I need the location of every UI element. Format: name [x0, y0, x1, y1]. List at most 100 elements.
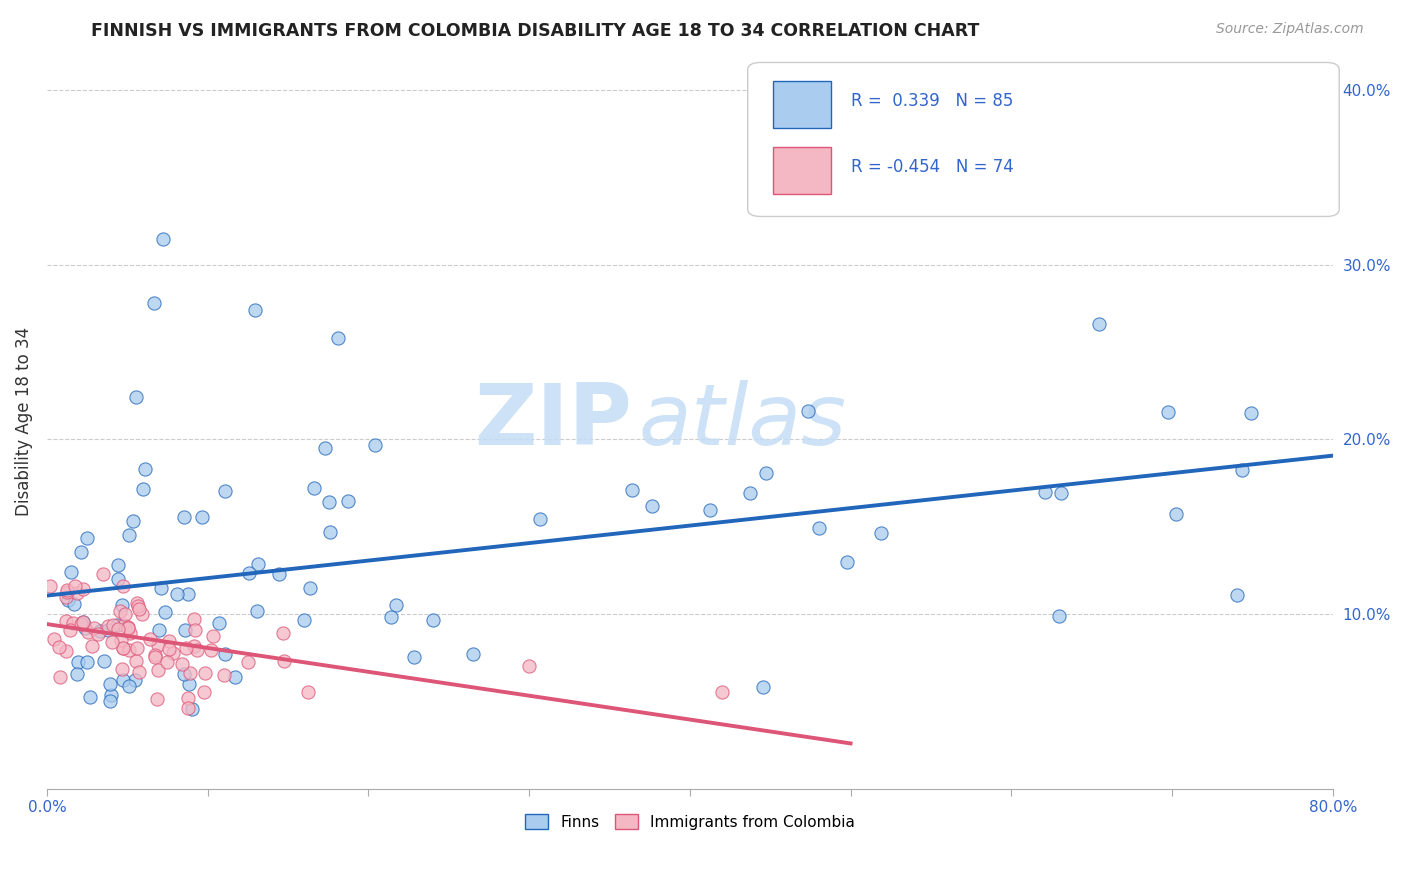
Point [314, 441, 336, 455]
Point [243, 303, 266, 318]
Point [73, 622, 96, 636]
Point [304, 481, 326, 495]
Point [176, 691, 198, 706]
Point [148, 638, 170, 652]
Point [191, 509, 214, 524]
Point [177, 587, 200, 601]
Point [110, 632, 132, 647]
Point [120, 625, 142, 640]
Point [177, 700, 200, 714]
Text: atlas: atlas [638, 380, 846, 463]
Point [70, 544, 93, 558]
Point [152, 232, 174, 246]
Point [39, 579, 62, 593]
Point [1047, 609, 1070, 624]
Point [118, 528, 141, 542]
Point [620, 483, 643, 497]
Point [77, 625, 100, 640]
Point [246, 604, 269, 618]
Text: Source: ZipAtlas.com: Source: ZipAtlas.com [1216, 22, 1364, 37]
Point [111, 641, 134, 656]
Point [76, 655, 98, 669]
Point [173, 666, 195, 681]
Point [112, 617, 135, 632]
Point [66, 667, 89, 681]
Point [59, 623, 82, 637]
Text: R = -0.454   N = 74: R = -0.454 N = 74 [851, 159, 1014, 177]
Point [117, 621, 139, 635]
FancyBboxPatch shape [748, 62, 1339, 217]
Point [183, 639, 205, 653]
Point [238, 566, 260, 580]
Point [76, 531, 98, 545]
Point [69, 617, 91, 632]
Point [184, 623, 207, 637]
Point [117, 620, 139, 634]
Point [98, 694, 121, 708]
Point [48, 640, 70, 654]
Point [79, 690, 101, 704]
Point [49, 670, 72, 684]
Point [127, 599, 149, 614]
Point [326, 331, 349, 345]
Point [1240, 406, 1263, 420]
Point [83, 621, 105, 635]
Point [193, 684, 215, 698]
Point [132, 482, 155, 496]
Point [1087, 317, 1109, 331]
Point [80, 639, 103, 653]
Point [145, 692, 167, 706]
Point [807, 521, 830, 535]
Point [273, 654, 295, 668]
Point [181, 702, 204, 716]
Point [752, 680, 775, 694]
Point [200, 643, 222, 657]
Point [108, 605, 131, 619]
Point [62, 615, 84, 630]
Point [148, 624, 170, 638]
Point [125, 654, 148, 668]
Text: R =  0.339   N = 85: R = 0.339 N = 85 [851, 93, 1012, 111]
Point [224, 669, 246, 683]
Point [111, 662, 134, 676]
Point [174, 640, 197, 655]
Point [183, 612, 205, 626]
Point [97, 618, 120, 632]
Point [107, 622, 129, 636]
Point [72, 615, 94, 630]
Point [146, 663, 169, 677]
Point [201, 629, 224, 643]
Point [214, 483, 236, 498]
Point [162, 646, 184, 660]
Point [157, 642, 180, 657]
Point [143, 295, 166, 310]
Point [66, 586, 89, 600]
Point [97, 623, 120, 637]
Point [641, 499, 664, 513]
Point [179, 676, 201, 690]
Point [112, 673, 135, 687]
Point [186, 643, 208, 657]
Point [166, 587, 188, 601]
Point [156, 655, 179, 669]
Point [212, 668, 235, 682]
Point [55, 590, 77, 604]
Point [422, 614, 444, 628]
Point [107, 558, 129, 572]
Point [318, 495, 340, 509]
Point [699, 502, 721, 516]
Point [835, 555, 858, 569]
Point [125, 640, 148, 655]
Point [797, 404, 820, 418]
Point [72, 582, 94, 596]
Point [55, 585, 77, 599]
Point [157, 633, 180, 648]
Point [170, 657, 193, 671]
Point [236, 655, 259, 669]
Point [194, 665, 217, 680]
Point [100, 688, 122, 702]
Point [122, 515, 145, 529]
Point [1157, 405, 1180, 419]
Point [124, 673, 146, 688]
Point [44, 632, 66, 647]
